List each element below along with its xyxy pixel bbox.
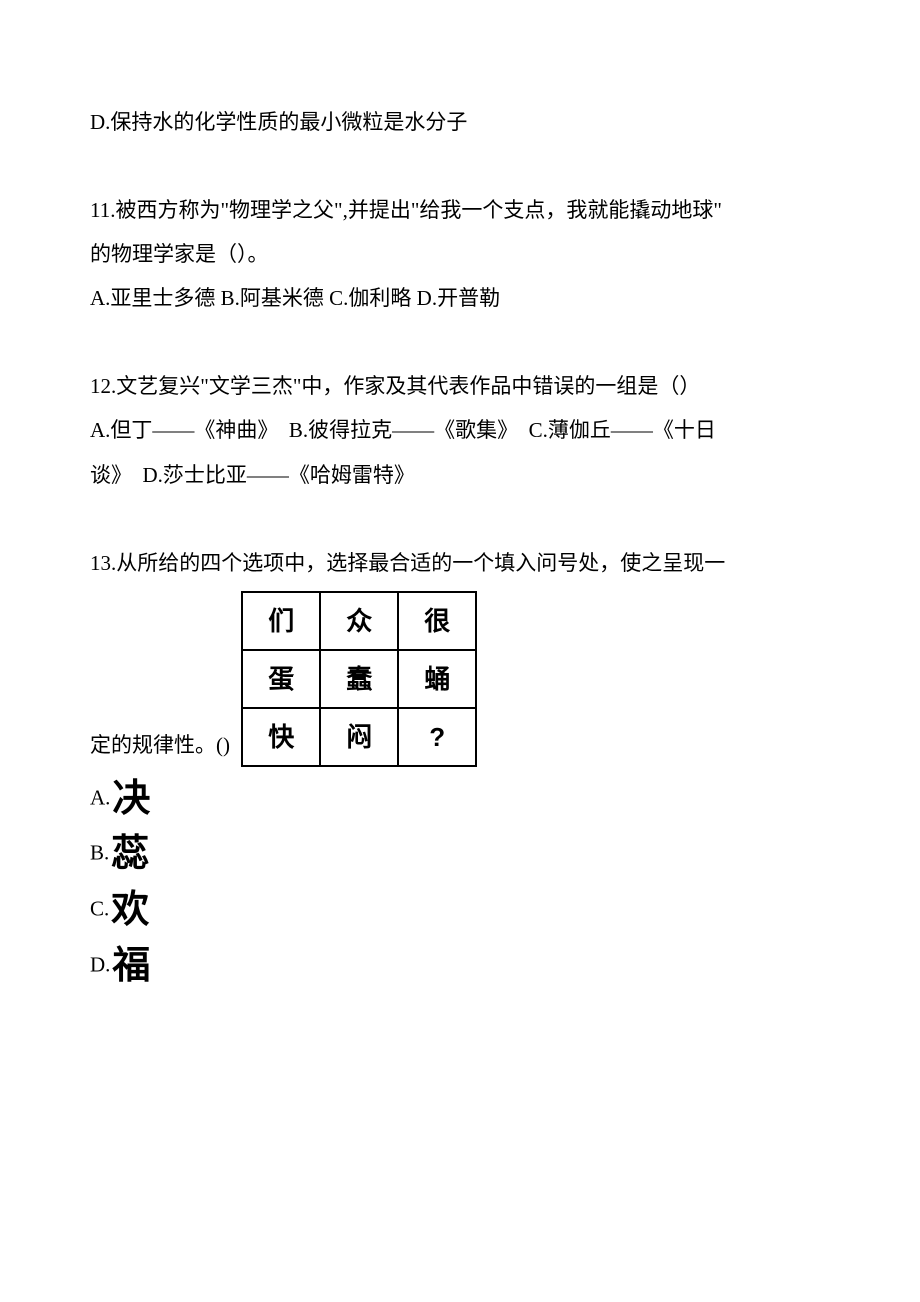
option-letter: C.	[90, 897, 109, 921]
option-letter: B.	[90, 841, 109, 865]
cell-2-1: 闷	[320, 708, 398, 766]
cell-1-1: 蠢	[320, 650, 398, 708]
q13-option-c: C.欢	[90, 888, 830, 934]
q12-stem: 12.文艺复兴"文学三杰"中，作家及其代表作品中错误的一组是（）	[90, 364, 830, 408]
cell-0-2: 很	[398, 592, 476, 650]
q13-option-b: B.蕊	[90, 832, 830, 878]
option-letter: A.	[90, 785, 110, 809]
table-row: 蛋 蠢 蛹	[242, 650, 476, 708]
q13-lead-and-table: 定的规律性。() 们 众 很 蛋 蠢 蛹 快 闷 ?	[90, 591, 830, 767]
cell-1-0: 蛋	[242, 650, 320, 708]
q11-stem-line1: 11.被西方称为"物理学之父",并提出"给我一个支点，我就能撬动地球"	[90, 188, 830, 232]
q11-stem-line2: 的物理学家是（）。	[90, 232, 830, 276]
q13-table: 们 众 很 蛋 蠢 蛹 快 闷 ?	[241, 591, 477, 767]
q13-option-d: D.福	[90, 944, 830, 990]
q13-option-a: A.决	[90, 777, 830, 823]
cell-0-1: 众	[320, 592, 398, 650]
option-char: 福	[112, 945, 150, 987]
q13-lead-text: 定的规律性。()	[90, 733, 230, 757]
option-char: 欢	[111, 889, 149, 931]
fragment-option-d: D.保持水的化学性质的最小微粒是水分子	[90, 100, 830, 144]
q12-options-line1: A.但丁——《神曲》 B.彼得拉克——《歌集》 C.薄伽丘——《十日	[90, 408, 830, 452]
q11-options: A.亚里士多德 B.阿基米德 C.伽利略 D.开普勒	[90, 276, 830, 320]
cell-2-0: 快	[242, 708, 320, 766]
q12-options-line2: 谈》 D.莎士比亚——《哈姆雷特》	[90, 453, 830, 497]
table-row: 快 闷 ?	[242, 708, 476, 766]
cell-0-0: 们	[242, 592, 320, 650]
option-char: 蕊	[111, 833, 149, 875]
cell-2-2: ?	[398, 708, 476, 766]
option-letter: D.	[90, 952, 110, 976]
q13-stem: 13.从所给的四个选项中，选择最合适的一个填入问号处，使之呈现一	[90, 541, 830, 585]
option-char: 决	[112, 778, 150, 820]
cell-1-2: 蛹	[398, 650, 476, 708]
table-row: 们 众 很	[242, 592, 476, 650]
